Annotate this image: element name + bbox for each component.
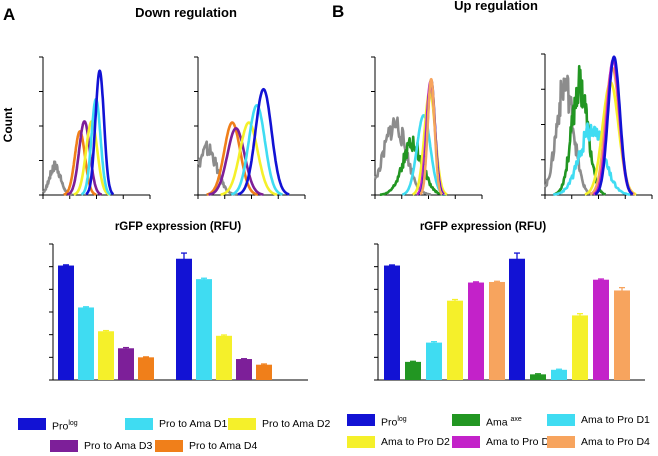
- bar-pro-to-ama-d1: [78, 307, 94, 380]
- panel-letter-a: A: [3, 5, 15, 24]
- legend-label: Pro to Ama D2: [262, 418, 330, 430]
- bar-pro-to-ama-d2: [216, 335, 232, 380]
- bar-prolog: [384, 265, 400, 380]
- bar-amaaxe: [530, 374, 546, 380]
- bar-pro-to-ama-d3: [118, 348, 134, 380]
- legend-swatch: [155, 440, 183, 452]
- histogram-curve-gray: [544, 74, 594, 196]
- bar-ama-to-pro-d2: [447, 300, 463, 380]
- bar-pro-to-ama-d4: [256, 364, 272, 380]
- hist-a-mexicana: [194, 56, 306, 199]
- legend-label-superscript: axe: [510, 416, 522, 423]
- histogram-curve-orange: [62, 130, 98, 196]
- bar-chart-b: [374, 243, 645, 381]
- histogram-curve-orange: [205, 121, 259, 196]
- legend-label: Pro to Ama D3: [84, 440, 152, 452]
- legend-label: Pro to Ama D1: [159, 418, 227, 430]
- legend-swatch: [18, 418, 46, 430]
- bar-ama-to-pro-d4: [614, 290, 630, 380]
- legend-label-text: Pro to Ama D2: [262, 418, 331, 430]
- legend-a: Prolog Pro to Ama D1 Pro to Ama D2 Pro to A…: [18, 418, 338, 454]
- legend-swatch: [547, 414, 575, 426]
- histogram-curve-blue: [237, 87, 290, 196]
- bar-prolog: [509, 258, 525, 380]
- legend-label-superscript: log: [68, 420, 78, 427]
- bar-pro-to-ama-d4: [138, 357, 154, 380]
- legend-label: Ama to Pro D3: [486, 436, 555, 448]
- legend-label-text: Ama to Pro D2: [381, 436, 450, 448]
- legend-label-text: Ama to Pro D1: [581, 414, 650, 426]
- histogram-curve-lightorange: [419, 77, 444, 196]
- bar-ama-to-pro-d2: [572, 315, 588, 380]
- hist-b-mexicana: [541, 53, 653, 199]
- bar-pro-to-ama-d1: [196, 279, 212, 380]
- legend-swatch: [347, 414, 375, 426]
- panel-letter-b: B: [332, 2, 344, 21]
- legend-label: Ama to Pro D4: [581, 436, 650, 448]
- legend-label: Ama to Pro D2: [381, 436, 450, 448]
- bar-ama-to-pro-d3: [468, 282, 484, 380]
- legend-label-text: Ama to Pro D4: [581, 436, 650, 448]
- histogram-curve-cyan: [552, 122, 631, 196]
- bar-ama-to-pro-d4: [489, 281, 505, 380]
- bar-ama-to-pro-d1: [426, 342, 442, 380]
- legend-label-text: Pro to Ama D4: [189, 440, 258, 452]
- legend-swatch: [125, 418, 153, 430]
- histogram-curve-cyan: [230, 104, 284, 196]
- legend-label: Ama axe: [486, 414, 522, 429]
- histogram-curve-blue: [594, 55, 634, 196]
- bar-prolog: [176, 258, 192, 380]
- legend-swatch: [452, 436, 480, 448]
- bar-ama-to-pro-d1: [551, 369, 567, 380]
- legend-label-text: Ama: [486, 416, 511, 429]
- legend-label: Pro to Ama D4: [189, 440, 257, 452]
- legend-b: Prolog Ama axe Ama to Pro D1 Ama to Pro D2 A…: [347, 410, 657, 450]
- legend-swatch: [50, 440, 78, 452]
- bar-pro-to-ama-d3: [236, 359, 252, 380]
- bar-ama-to-pro-d3: [593, 279, 609, 380]
- legend-label-text: Pro: [381, 416, 398, 429]
- bar-pro-to-ama-d2: [98, 331, 114, 380]
- legend-swatch: [547, 436, 575, 448]
- legend-swatch: [347, 436, 375, 448]
- legend-label-text: Pro: [52, 420, 69, 433]
- hist-b-braziliensis: [371, 56, 483, 199]
- hist-a-count-label: Count: [1, 108, 15, 143]
- legend-label: Prolog: [381, 414, 407, 429]
- legend-label-text: Pro to Ama D1: [159, 418, 228, 430]
- bar-amaaxe: [405, 361, 421, 380]
- legend-label-superscript: log: [397, 416, 407, 423]
- panel-title-b: Up regulation: [454, 0, 538, 13]
- legend-label-text: Pro to Ama D3: [84, 440, 153, 452]
- histogram-curve-purple: [207, 127, 265, 196]
- legend-swatch: [452, 414, 480, 426]
- legend-label: Ama to Pro D1: [581, 414, 650, 426]
- histogram-curve-blue: [85, 69, 115, 196]
- hist-b-xlabel: rGFP expression (RFU): [420, 221, 546, 233]
- hist-a-xlabel: rGFP expression (RFU): [115, 221, 241, 233]
- legend-label: Prolog: [52, 418, 78, 433]
- histogram-curve-yellow: [219, 121, 278, 196]
- legend-label-text: Ama to Pro D3: [486, 436, 555, 448]
- legend-swatch: [228, 418, 256, 430]
- histogram-curve-green: [379, 135, 446, 196]
- hist-a-braziliensis: [39, 56, 151, 199]
- bar-prolog: [58, 265, 74, 380]
- panel-title-a: Down regulation: [135, 5, 237, 20]
- histogram-curve-gray: [197, 140, 238, 196]
- bar-chart-a: [49, 243, 308, 381]
- histogram-curve-purple: [66, 120, 103, 196]
